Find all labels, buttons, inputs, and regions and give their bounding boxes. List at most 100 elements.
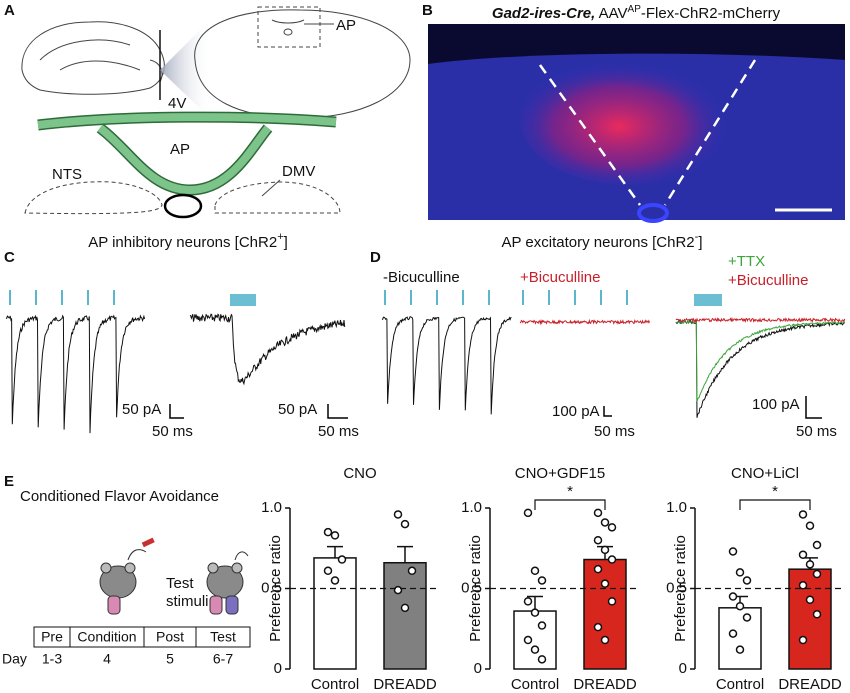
bar xyxy=(718,607,762,670)
data-point xyxy=(537,655,547,664)
panel-label: B xyxy=(422,2,433,19)
bar xyxy=(513,610,557,670)
y-tick-label: 1.0 xyxy=(666,499,687,516)
scale-label: 50 ms xyxy=(152,423,193,440)
panel-e-title: Conditioned Flavor Avoidance xyxy=(20,488,219,505)
y-tick-label: 0.5 xyxy=(461,579,482,596)
timeline: Pre 1-3 Condition 4 Post 5 Test 6-7 Day xyxy=(2,626,251,667)
data-point xyxy=(400,603,410,613)
title: AP inhibitory neurons [ChR2 xyxy=(88,234,277,251)
data-point xyxy=(812,540,822,550)
condition-label: +Bicuculline xyxy=(520,269,600,286)
bar xyxy=(383,561,427,670)
data-point xyxy=(812,610,822,619)
chart-title: CNO+GDF15 xyxy=(515,465,605,482)
significance-bracket xyxy=(739,499,811,510)
scale-label: 50 pA xyxy=(122,401,161,418)
micrograph xyxy=(428,24,845,223)
data-point xyxy=(323,566,333,576)
panel-label: D xyxy=(370,249,381,266)
data-point xyxy=(600,518,610,527)
trace xyxy=(5,314,146,434)
data-point xyxy=(530,566,540,576)
day-label: 1-3 xyxy=(42,651,62,667)
data-point xyxy=(537,576,547,585)
panel-label: C xyxy=(4,249,15,266)
vector-sup: AP xyxy=(628,4,642,15)
vector: AAV xyxy=(599,5,628,22)
data-point xyxy=(530,608,540,617)
data-point xyxy=(728,629,738,638)
y-tick-label: 0.5 xyxy=(261,579,282,596)
y-tick-label: 0 xyxy=(679,660,687,677)
data-point xyxy=(812,569,822,579)
title-end: ] xyxy=(284,234,288,251)
significance-bracket xyxy=(534,499,606,510)
panel-label: E xyxy=(4,473,14,490)
stimulus-label: stimuli xyxy=(166,593,209,610)
data-point xyxy=(742,576,752,585)
y-tick-label: 1.0 xyxy=(261,499,282,516)
data-point xyxy=(728,592,738,601)
traces xyxy=(5,290,846,434)
data-point xyxy=(798,635,808,645)
condition-label: +TTX xyxy=(728,253,765,270)
y-tick-label: 1.0 xyxy=(461,499,482,516)
data-point xyxy=(798,581,808,590)
trace xyxy=(519,318,650,326)
data-point xyxy=(728,547,738,556)
title-sup: + xyxy=(277,231,283,243)
trace xyxy=(675,319,846,418)
data-point xyxy=(600,545,610,555)
timeline-box xyxy=(33,626,251,648)
stimulus-label: Test xyxy=(166,575,194,592)
trace xyxy=(189,313,346,386)
scale-label: 100 pA xyxy=(552,403,600,420)
data-point xyxy=(805,595,815,605)
data-point xyxy=(735,568,745,577)
nucleus-label: NTS xyxy=(52,166,82,183)
day-label: 5 xyxy=(166,651,174,667)
phase-label: Post xyxy=(156,629,184,645)
y-axis-label: Preference ratio xyxy=(672,535,689,642)
significance-label: * xyxy=(772,483,778,500)
day-label: 6-7 xyxy=(213,651,233,667)
title-end: ] xyxy=(698,234,702,251)
panel-d-title: AP excitatory neurons [ChR2-] xyxy=(502,231,703,251)
day-label: 4 xyxy=(103,651,111,667)
data-point xyxy=(600,635,610,645)
bar xyxy=(788,568,832,670)
data-point xyxy=(400,519,410,529)
scale-label: 50 ms xyxy=(318,423,359,440)
significance-label: * xyxy=(567,483,573,500)
y-tick-label: 0 xyxy=(474,660,482,677)
scale-label: 50 pA xyxy=(278,401,317,418)
scale-bars: 50 pA 50 ms 50 pA 50 ms 100 pA 50 ms 100… xyxy=(122,396,837,440)
title-sup: - xyxy=(695,231,699,243)
trace xyxy=(675,316,846,324)
data-point xyxy=(798,510,808,519)
data-point xyxy=(523,635,533,645)
ventricle-label: 4V xyxy=(168,95,186,112)
y-tick-label: 0.5 xyxy=(666,579,687,596)
data-point xyxy=(735,645,745,654)
error-bar xyxy=(327,545,343,558)
area-label: AP xyxy=(336,17,356,34)
y-axis-label: Preference ratio xyxy=(467,535,484,642)
data-point xyxy=(523,597,533,606)
data-point xyxy=(607,523,617,532)
phase-label: Pre xyxy=(41,629,63,645)
construct: -Flex-ChR2-mCherry xyxy=(641,5,781,22)
trace xyxy=(381,316,512,415)
panel-label: A xyxy=(4,2,15,19)
data-point xyxy=(593,564,603,574)
data-point xyxy=(537,621,547,630)
data-point xyxy=(393,585,403,595)
data-point xyxy=(593,622,603,632)
panel-c-title: AP inhibitory neurons [ChR2+] xyxy=(88,231,288,251)
data-point xyxy=(742,613,752,622)
mouse-icons xyxy=(99,537,249,615)
nucleus-label: DMV xyxy=(282,163,315,180)
genotype: Gad2-ires-Cre, xyxy=(492,5,595,22)
